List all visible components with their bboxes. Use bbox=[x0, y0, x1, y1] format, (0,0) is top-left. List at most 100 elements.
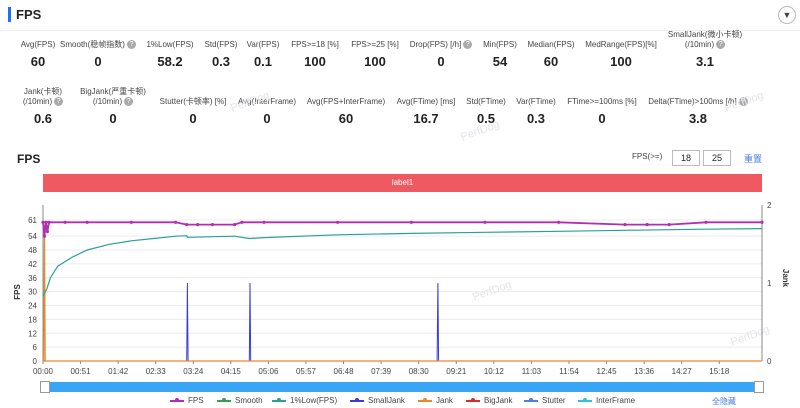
fps-point bbox=[174, 220, 178, 224]
fps-point bbox=[557, 220, 561, 224]
fps-point bbox=[85, 220, 89, 224]
y2-tick-label: 1 bbox=[767, 279, 772, 288]
legend-item-stutter[interactable]: Stutter bbox=[524, 396, 566, 405]
legend-marker-icon bbox=[272, 397, 286, 402]
stat-label: Min(FPS) bbox=[483, 40, 517, 49]
label-bar[interactable]: label1 bbox=[43, 174, 762, 192]
x-tick-label: 09:21 bbox=[446, 367, 467, 376]
legend-item-smooth[interactable]: Smooth bbox=[217, 396, 263, 405]
x-tick-label: 01:42 bbox=[108, 367, 129, 376]
stat-18: Std(FTime) 0.5 bbox=[426, 97, 546, 126]
stat-label: BigJank(严重卡顿) (/10min)? bbox=[80, 87, 146, 107]
stat-value: 0 bbox=[437, 54, 445, 69]
legend-item-bigjank[interactable]: BigJank bbox=[466, 396, 512, 405]
stat-value: 0 bbox=[94, 54, 102, 69]
stat-label: Median(FPS) bbox=[527, 40, 575, 49]
stat-19: Var(FTime) 0.3 bbox=[476, 97, 596, 126]
fps-point bbox=[409, 220, 413, 224]
legend-marker-icon bbox=[217, 397, 231, 402]
stat-20: FTime>=100ms [%] 0 bbox=[542, 97, 662, 126]
y-tick-label: 30 bbox=[28, 288, 37, 297]
x-tick-label: 10:12 bbox=[484, 367, 505, 376]
stat-11: SmallJank(微小卡顿) (/10min)? 3.1 bbox=[645, 30, 765, 69]
legend-label: 1%Low(FPS) bbox=[290, 396, 338, 405]
x-tick-label: 05:57 bbox=[296, 367, 317, 376]
x-tick-label: 00:51 bbox=[71, 367, 92, 376]
help-icon[interactable]: ? bbox=[126, 40, 136, 50]
x-tick-label: 06:48 bbox=[334, 367, 355, 376]
stat-9: Median(FPS) 60 bbox=[491, 40, 611, 69]
x-tick-label: 04:15 bbox=[221, 367, 242, 376]
fps-point bbox=[623, 223, 627, 227]
help-icon[interactable]: ? bbox=[716, 40, 726, 50]
stat-8: Min(FPS) 54 bbox=[440, 40, 560, 69]
scrollbar-right-handle[interactable] bbox=[754, 381, 764, 393]
x-tick-label: 07:39 bbox=[371, 367, 392, 376]
stat-label: Var(FTime) bbox=[516, 97, 556, 106]
stat-value: 60 bbox=[30, 54, 46, 69]
legend-label: Smooth bbox=[235, 396, 263, 405]
stat-label: Avg(InterFrame) bbox=[237, 97, 297, 106]
stat-17: Avg(FTime) [ms] 16.7 bbox=[366, 97, 486, 126]
scrollbar-left-handle[interactable] bbox=[40, 381, 50, 393]
stat-value: 100 bbox=[364, 54, 386, 69]
legend-item-1-low-fps-[interactable]: 1%Low(FPS) bbox=[272, 396, 337, 405]
stat-value: 58.2 bbox=[157, 54, 183, 69]
chevron-down-icon[interactable]: ▼ bbox=[778, 6, 796, 24]
fps-point bbox=[42, 234, 47, 238]
fps-point bbox=[41, 220, 45, 224]
stat-value: 0 bbox=[598, 111, 606, 126]
help-icon[interactable]: ? bbox=[463, 40, 473, 50]
stat-value: 0.5 bbox=[476, 111, 496, 126]
fps-threshold-input-2[interactable]: 25 bbox=[703, 150, 731, 166]
legend-label: FPS bbox=[188, 396, 204, 405]
time-range-scrollbar[interactable] bbox=[40, 381, 764, 393]
stat-value: 0.3 bbox=[526, 111, 546, 126]
y2-tick-label: 2 bbox=[767, 201, 772, 210]
hide-all-button[interactable]: 全隐藏 bbox=[712, 397, 736, 406]
fps-point bbox=[232, 223, 237, 227]
x-tick-label: 08:30 bbox=[409, 367, 430, 376]
help-icon[interactable]: ? bbox=[54, 97, 64, 107]
stat-label: FPS>=25 [%] bbox=[351, 40, 399, 49]
stat-16: Avg(FPS+InterFrame) 60 bbox=[286, 97, 406, 126]
y2-axis-label: Jank bbox=[781, 269, 790, 288]
fps-point bbox=[129, 220, 134, 224]
x-tick-label: 00:00 bbox=[33, 367, 54, 376]
legend-item-fps[interactable]: FPS bbox=[170, 396, 204, 405]
fps-point bbox=[45, 229, 50, 234]
stat-value: 0.1 bbox=[253, 54, 273, 69]
y-tick-label: 61 bbox=[28, 216, 37, 225]
title-accent-bar bbox=[8, 7, 11, 22]
fps-point bbox=[760, 220, 764, 224]
stat-label: Delta(FTime)>100ms [/h]? bbox=[638, 97, 758, 107]
reset-button[interactable]: 重置 bbox=[744, 154, 763, 164]
x-tick-label: 15:18 bbox=[709, 367, 730, 376]
help-icon[interactable]: ? bbox=[738, 97, 748, 107]
stat-value: 3.8 bbox=[688, 111, 708, 126]
stat-14: Stutter(卡顿率) [%] 0 bbox=[133, 97, 253, 126]
stat-5: FPS>=18 [%] 100 bbox=[255, 40, 375, 69]
fps-filter-label: FPS(>=) bbox=[632, 152, 663, 161]
fps-point bbox=[240, 220, 244, 224]
legend-marker-icon bbox=[466, 397, 480, 402]
y-tick-label: 18 bbox=[28, 315, 37, 324]
legend-item-smalljank[interactable]: SmallJank bbox=[350, 396, 405, 405]
legend-label: Stutter bbox=[542, 396, 566, 405]
stat-value: 60 bbox=[338, 111, 354, 126]
stat-7: Drop(FPS) [/h]? 0 bbox=[381, 40, 501, 69]
y2-tick-label: 0 bbox=[767, 357, 772, 366]
legend-marker-icon bbox=[524, 397, 538, 402]
stat-label: Avg(FTime) [ms] bbox=[396, 97, 456, 106]
legend-marker-icon bbox=[350, 397, 364, 402]
legend-marker-icon bbox=[170, 397, 184, 402]
stat-15: Avg(InterFrame) 0 bbox=[207, 97, 327, 126]
chart-legend: FPS Smooth 1%Low(FPS) SmallJank Jank BigJank S… bbox=[0, 396, 800, 408]
fps-point bbox=[645, 223, 649, 227]
legend-item-jank[interactable]: Jank bbox=[418, 396, 453, 405]
fps-threshold-input-1[interactable]: 18 bbox=[672, 150, 700, 166]
legend-item-interframe[interactable]: InterFrame bbox=[578, 396, 635, 405]
help-icon[interactable]: ? bbox=[124, 97, 134, 107]
fps-point bbox=[63, 220, 67, 224]
